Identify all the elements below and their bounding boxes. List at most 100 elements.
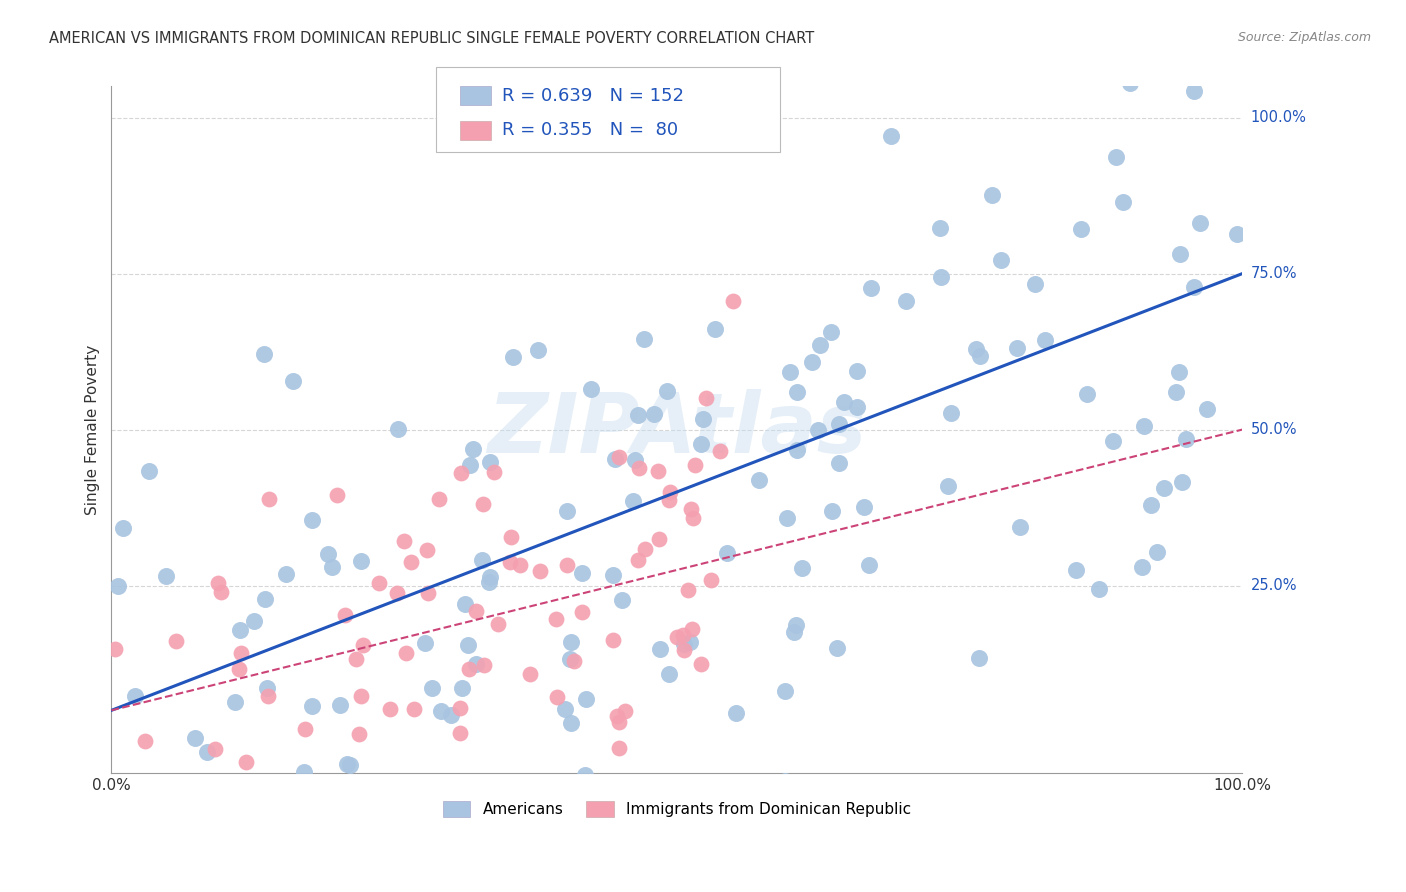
Point — [574, 768, 596, 782]
Point — [678, 582, 700, 597]
Text: AMERICAN VS IMMIGRANTS FROM DOMINICAN REPUBLIC SINGLE FEMALE POVERTY CORRELATION: AMERICAN VS IMMIGRANTS FROM DOMINICAN RE… — [49, 31, 814, 46]
Point — [104, 824, 127, 838]
Point — [1226, 227, 1249, 241]
Point — [451, 681, 474, 695]
Point — [344, 651, 367, 665]
Point — [666, 630, 689, 644]
Point — [1195, 401, 1218, 416]
Point — [579, 382, 602, 396]
Point — [124, 795, 146, 809]
Text: 100.0%: 100.0% — [1251, 110, 1306, 125]
Point — [633, 332, 655, 346]
Point — [634, 541, 657, 556]
Point — [1112, 194, 1135, 209]
Y-axis label: Single Female Poverty: Single Female Poverty — [86, 344, 100, 515]
Point — [256, 689, 278, 703]
Point — [368, 575, 391, 590]
Point — [655, 384, 678, 398]
Point — [607, 715, 630, 730]
Point — [748, 473, 770, 487]
Point — [472, 657, 495, 672]
Point — [647, 464, 669, 478]
Point — [472, 497, 495, 511]
Point — [894, 293, 917, 308]
Point — [613, 704, 636, 718]
Point — [135, 888, 157, 892]
Point — [690, 437, 713, 451]
Point — [1189, 216, 1212, 230]
Point — [682, 511, 704, 525]
Point — [555, 504, 578, 518]
Point — [820, 325, 842, 339]
Point — [828, 417, 851, 432]
Point — [253, 347, 276, 361]
Point — [700, 573, 723, 587]
Point — [627, 553, 650, 567]
Point — [387, 586, 409, 600]
Point — [695, 392, 717, 406]
Point — [1119, 76, 1142, 90]
Point — [672, 643, 695, 657]
Point — [724, 706, 747, 721]
Point — [786, 443, 808, 458]
Point — [1206, 60, 1229, 74]
Point — [457, 662, 479, 676]
Point — [387, 422, 409, 436]
Point — [1168, 247, 1191, 261]
Point — [558, 652, 581, 666]
Point — [274, 566, 297, 581]
Point — [316, 547, 339, 561]
Point — [1166, 384, 1188, 399]
Point — [461, 442, 484, 457]
Point — [179, 820, 201, 834]
Point — [458, 458, 481, 473]
Point — [1076, 387, 1098, 401]
Point — [1153, 481, 1175, 495]
Point — [321, 560, 343, 574]
Point — [832, 395, 855, 409]
Point — [546, 690, 568, 705]
Point — [721, 293, 744, 308]
Point — [183, 731, 205, 746]
Point — [658, 492, 681, 507]
Point — [704, 322, 727, 336]
Point — [607, 741, 630, 756]
Point — [1101, 434, 1123, 449]
Point — [450, 467, 472, 481]
Point — [482, 466, 505, 480]
Point — [560, 716, 582, 731]
Point — [107, 579, 129, 593]
Point — [939, 406, 962, 420]
Point — [648, 533, 671, 547]
Point — [499, 555, 522, 569]
Point — [336, 756, 359, 771]
Point — [132, 790, 155, 805]
Point — [773, 774, 796, 789]
Point — [627, 409, 650, 423]
Point — [465, 657, 488, 672]
Point — [1118, 69, 1140, 83]
Point — [1010, 519, 1032, 533]
Point — [773, 684, 796, 698]
Point — [449, 701, 471, 715]
Point — [103, 820, 125, 834]
Point — [1105, 150, 1128, 164]
Point — [301, 699, 323, 714]
Point — [350, 689, 373, 703]
Point — [1168, 365, 1191, 379]
Point — [274, 780, 297, 795]
Point — [339, 758, 361, 772]
Point — [1070, 222, 1092, 236]
Point — [519, 666, 541, 681]
Point — [624, 452, 647, 467]
Point — [112, 521, 135, 535]
Point — [326, 488, 349, 502]
Text: 75.0%: 75.0% — [1251, 266, 1298, 281]
Point — [574, 692, 596, 706]
Point — [1175, 432, 1198, 446]
Point — [243, 614, 266, 628]
Point — [692, 411, 714, 425]
Point — [134, 830, 156, 845]
Point — [605, 452, 627, 467]
Point — [808, 338, 831, 352]
